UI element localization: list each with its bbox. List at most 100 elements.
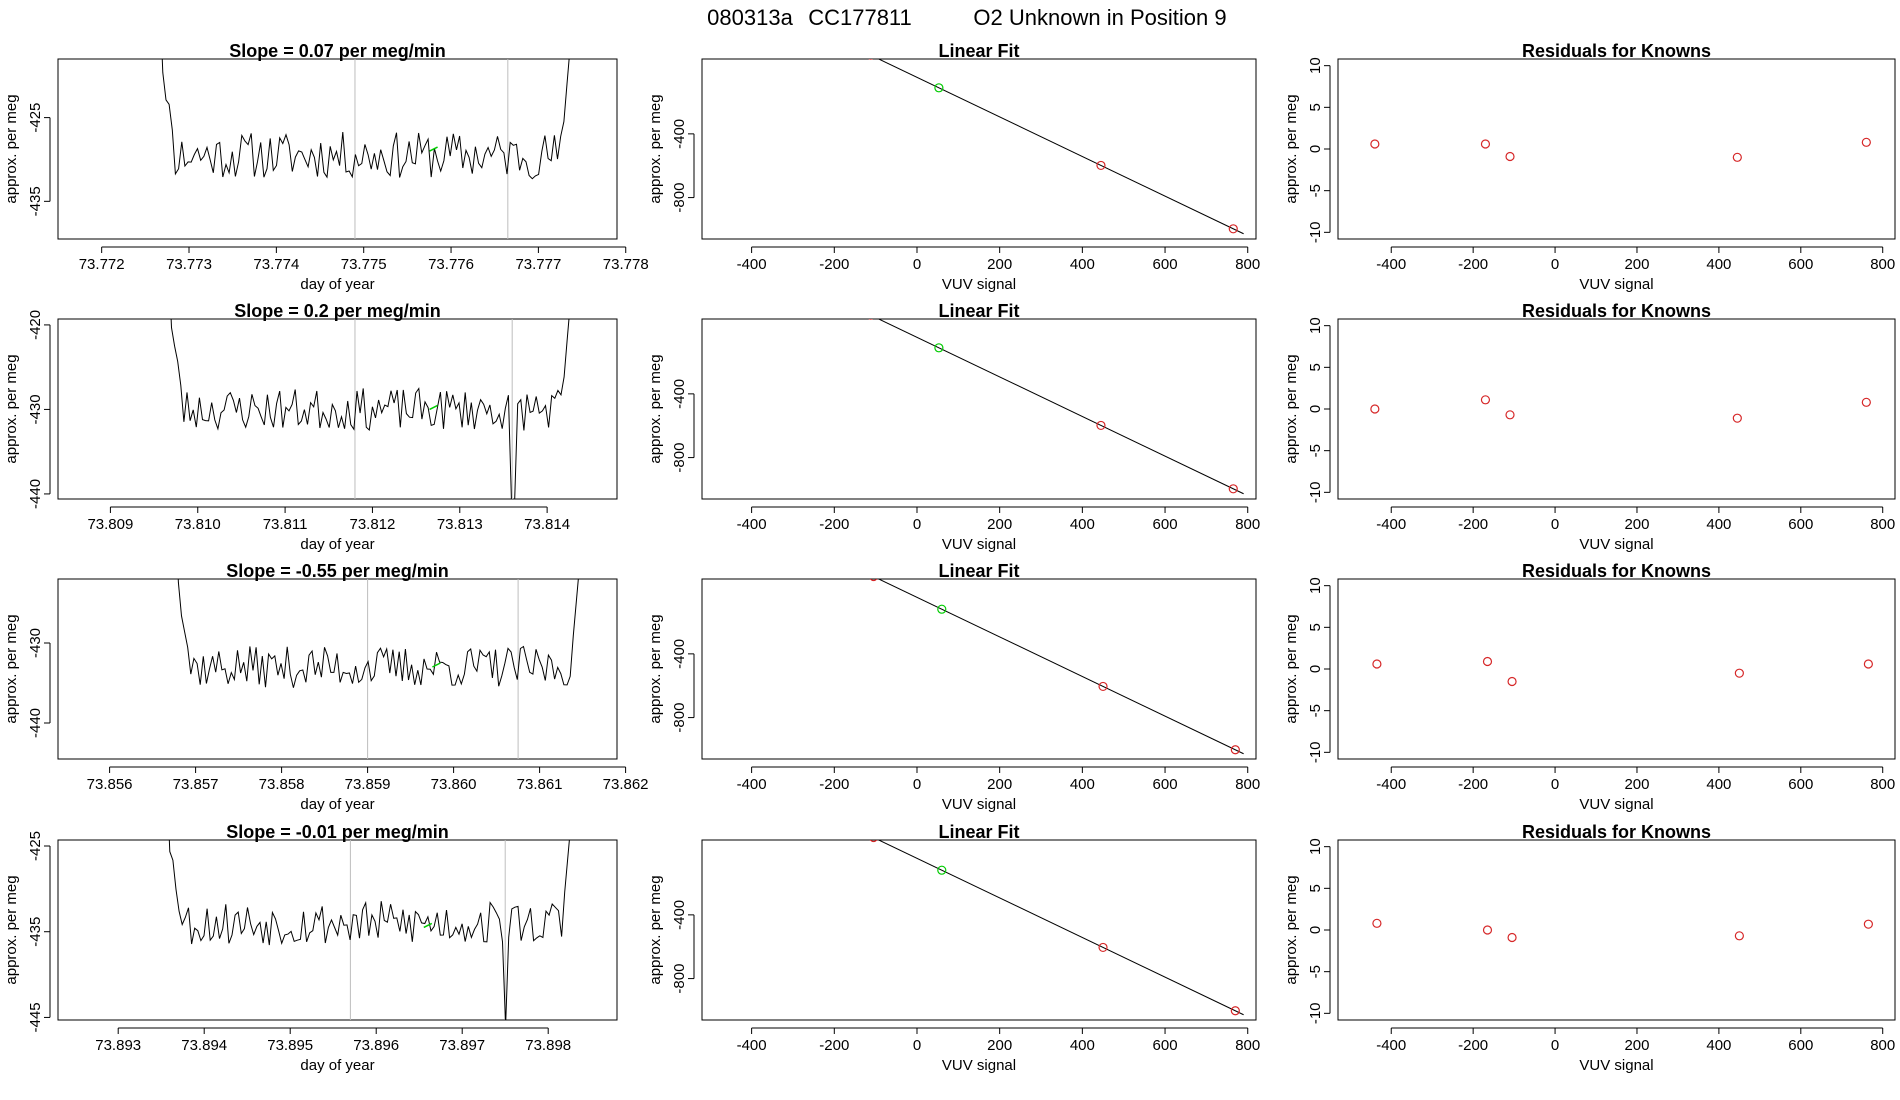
known-point — [1230, 1006, 1240, 1016]
x-tick-label: 200 — [1624, 776, 1649, 793]
x-axis-label: VUV signal — [1579, 276, 1653, 293]
x-tick-label: 600 — [1153, 1037, 1178, 1054]
y-tick-label: -5 — [1307, 184, 1324, 197]
panels: 73.772 73.773 73.774 73.775 73.776 73.777 73.7… — [3, 41, 1896, 1074]
y-tick-label: -800 — [671, 703, 688, 733]
x-tick-label: 73.814 — [524, 516, 570, 533]
timeseries-trace — [161, 59, 570, 180]
plot-data — [170, 319, 570, 499]
y-axis-label: approx. per meg — [3, 875, 20, 984]
x-tick-label: 73.772 — [79, 256, 125, 273]
x-tick-label: 400 — [1706, 1037, 1731, 1054]
plot-data — [161, 59, 570, 239]
plot-frame — [701, 318, 1257, 500]
x-tick-label: 73.809 — [87, 516, 133, 533]
x-tick-label: 400 — [1070, 516, 1095, 533]
unknown-marker — [423, 922, 433, 929]
y-axis-label: approx. per meg — [1283, 354, 1300, 463]
y-axis-label: approx. per meg — [3, 614, 20, 723]
panel-residuals-row3: -400 -200 0 200 400 600 800 -10 -5 0 5 10 VUV signal… — [1283, 561, 1896, 813]
known-point — [868, 59, 874, 60]
known-point — [1098, 681, 1108, 692]
plot-frame — [701, 839, 1257, 1021]
y-tick-label: 10 — [1307, 317, 1324, 334]
panel-title: Residuals for Knowns — [1522, 822, 1711, 842]
x-tick-label: -400 — [737, 1037, 767, 1054]
x-tick-label: 73.773 — [166, 256, 212, 273]
y-tick-label: -430 — [27, 394, 44, 424]
x-axis-label: VUV signal — [942, 796, 1016, 813]
x-tick-label: 600 — [1788, 256, 1813, 273]
title-prefix: Slope = — [226, 822, 296, 842]
fit-line — [877, 319, 1244, 495]
panel-fit-row3: -400 -200 0 200 400 600 800 -400 -800 VUV signal a… — [647, 561, 1260, 813]
unknown-marker — [429, 146, 438, 152]
residual-point — [1372, 659, 1382, 669]
x-tick-label: 600 — [1153, 776, 1178, 793]
known-point — [869, 579, 878, 582]
x-tick-label: -400 — [1376, 256, 1406, 273]
x-tick-label: 73.858 — [259, 776, 305, 793]
y-tick-label: 0 — [1307, 145, 1324, 153]
residual-point — [1370, 404, 1380, 414]
fit-line — [877, 579, 1244, 755]
x-tick-label: 73.812 — [349, 516, 395, 533]
title-suffix: per meg/min — [337, 822, 449, 842]
x-axis-label: VUV signal — [942, 276, 1016, 293]
x-tick-label: 73.856 — [87, 776, 133, 793]
panel-residuals-row1: -400 -200 0 200 400 600 800 -10 -5 0 5 10 VUV signal… — [1283, 41, 1896, 293]
x-tick-label: 0 — [1551, 256, 1559, 273]
panel-residuals-row4: -400 -200 0 200 400 600 800 -10 -5 0 5 10 VUV signal… — [1283, 822, 1896, 1074]
plot-frame — [57, 318, 618, 500]
x-tick-label: 73.897 — [439, 1037, 485, 1054]
x-tick-label: 0 — [1551, 776, 1559, 793]
x-tick-label: -400 — [1376, 516, 1406, 533]
known-point — [869, 840, 878, 843]
figure-description: O2 Unknown in Position 9 — [973, 5, 1226, 30]
panel-title: Linear Fit — [938, 301, 1019, 321]
plot-data — [869, 840, 1244, 1016]
x-tick-label: 0 — [1551, 516, 1559, 533]
panel-timeseries-row2: 73.809 73.810 73.811 73.812 73.813 73.814 -420… — [3, 301, 618, 553]
y-tick-label: -10 — [1307, 481, 1324, 503]
x-tick-label: 800 — [1235, 256, 1260, 273]
residual-point — [1482, 656, 1493, 667]
plot-frame — [1337, 318, 1896, 500]
x-tick-label: 400 — [1070, 776, 1095, 793]
x-tick-label: 600 — [1153, 516, 1178, 533]
plot-frame — [701, 578, 1257, 760]
plot-data — [1372, 656, 1873, 687]
x-tick-label: -200 — [819, 516, 849, 533]
x-tick-label: -400 — [737, 776, 767, 793]
timeseries-trace — [170, 319, 570, 499]
slope-value: -0.55 — [296, 561, 337, 581]
timeseries-trace — [177, 579, 579, 688]
x-tick-label: 73.894 — [181, 1037, 227, 1054]
plot-frame — [1337, 839, 1896, 1021]
panel-title: Linear Fit — [938, 822, 1019, 842]
y-tick-label: -440 — [27, 479, 44, 509]
y-tick-label: -800 — [671, 443, 688, 473]
plot-data — [869, 579, 1244, 755]
y-tick-label: -800 — [671, 964, 688, 994]
y-tick-label: -5 — [1307, 965, 1324, 978]
x-tick-label: -200 — [819, 776, 849, 793]
x-tick-label: 200 — [1624, 256, 1649, 273]
known-point — [1098, 942, 1108, 953]
y-tick-label: 0 — [1307, 926, 1324, 934]
plot-data — [168, 840, 570, 1020]
x-axis-label: VUV signal — [942, 1057, 1016, 1074]
x-axis-label: day of year — [300, 536, 374, 553]
x-axis-label: VUV signal — [1579, 1057, 1653, 1074]
plot-frame — [57, 578, 618, 760]
run-id: 080313a — [707, 5, 793, 30]
panel-title: Residuals for Knowns — [1522, 301, 1711, 321]
x-tick-label: 400 — [1070, 1037, 1095, 1054]
unknown-point — [934, 83, 944, 93]
x-tick-label: 600 — [1788, 776, 1813, 793]
y-axis-label: approx. per meg — [1283, 875, 1300, 984]
residual-point — [1370, 139, 1380, 149]
x-tick-label: 73.775 — [341, 256, 387, 273]
